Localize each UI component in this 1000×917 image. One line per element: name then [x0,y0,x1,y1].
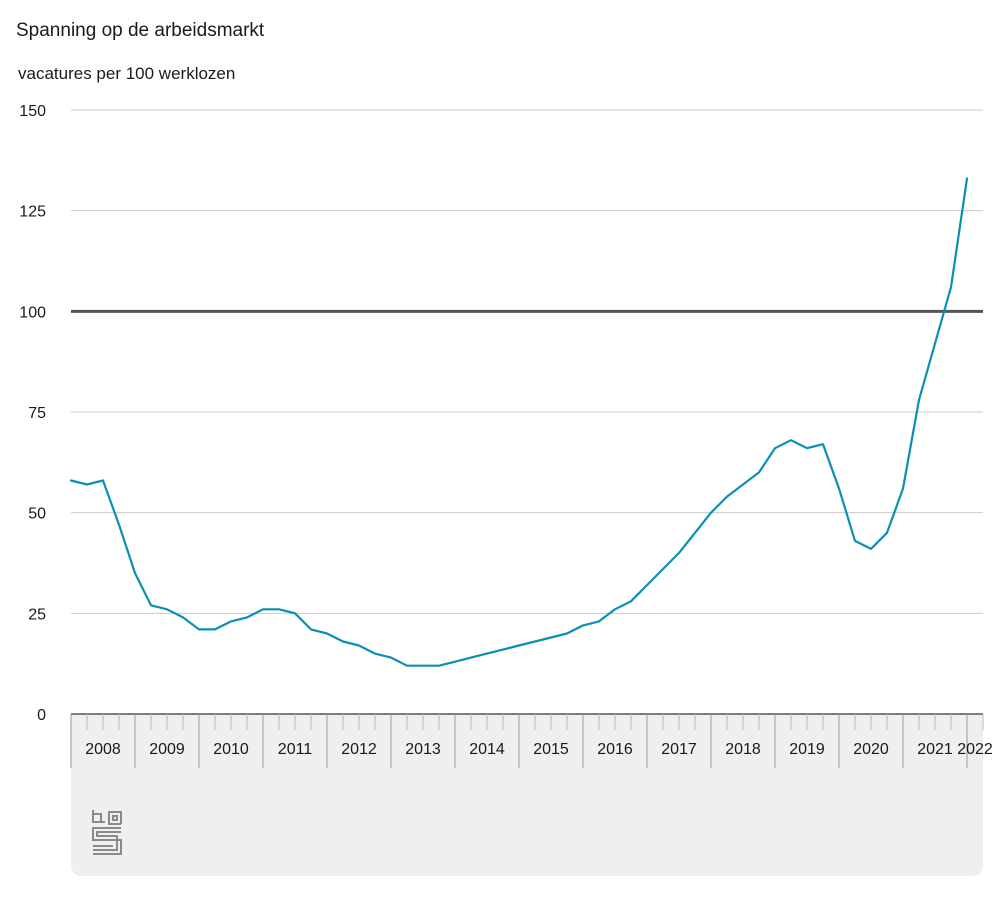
chart-footer [71,768,983,876]
y-axis-label: vacatures per 100 werklozen [18,64,236,83]
x-axis-band [71,714,983,768]
y-tick-label: 25 [28,606,46,623]
x-tick-label: 2009 [149,741,185,758]
x-tick-label: 2021 [917,741,953,758]
x-tick-label: 2018 [725,741,761,758]
cbs-logo-icon [92,810,122,855]
y-tick-label: 0 [37,707,46,724]
y-tick-label: 150 [19,103,46,120]
x-tick-label: 2013 [405,741,441,758]
x-tick-label: 2011 [278,741,313,758]
series-line [69,177,969,667]
x-tick-label: 2017 [661,741,697,758]
y-tick-label: 100 [19,304,46,321]
x-tick-label: 2020 [853,741,889,758]
x-tick-label: 2010 [213,741,249,758]
y-tick-label: 50 [28,506,46,523]
x-tick-label: 2015 [533,741,569,758]
x-tick-label: 2016 [597,741,633,758]
chart-title: Spanning op de arbeidsmarkt [16,20,265,41]
y-tick-label: 125 [19,204,46,221]
x-tick-label: 2014 [469,741,505,758]
x-tick-label: 2019 [789,741,825,758]
y-tick-label: 75 [28,405,46,422]
x-tick-label: 2022 [957,741,993,758]
x-tick-label: 2012 [341,741,377,758]
x-tick-label: 2008 [85,741,121,758]
